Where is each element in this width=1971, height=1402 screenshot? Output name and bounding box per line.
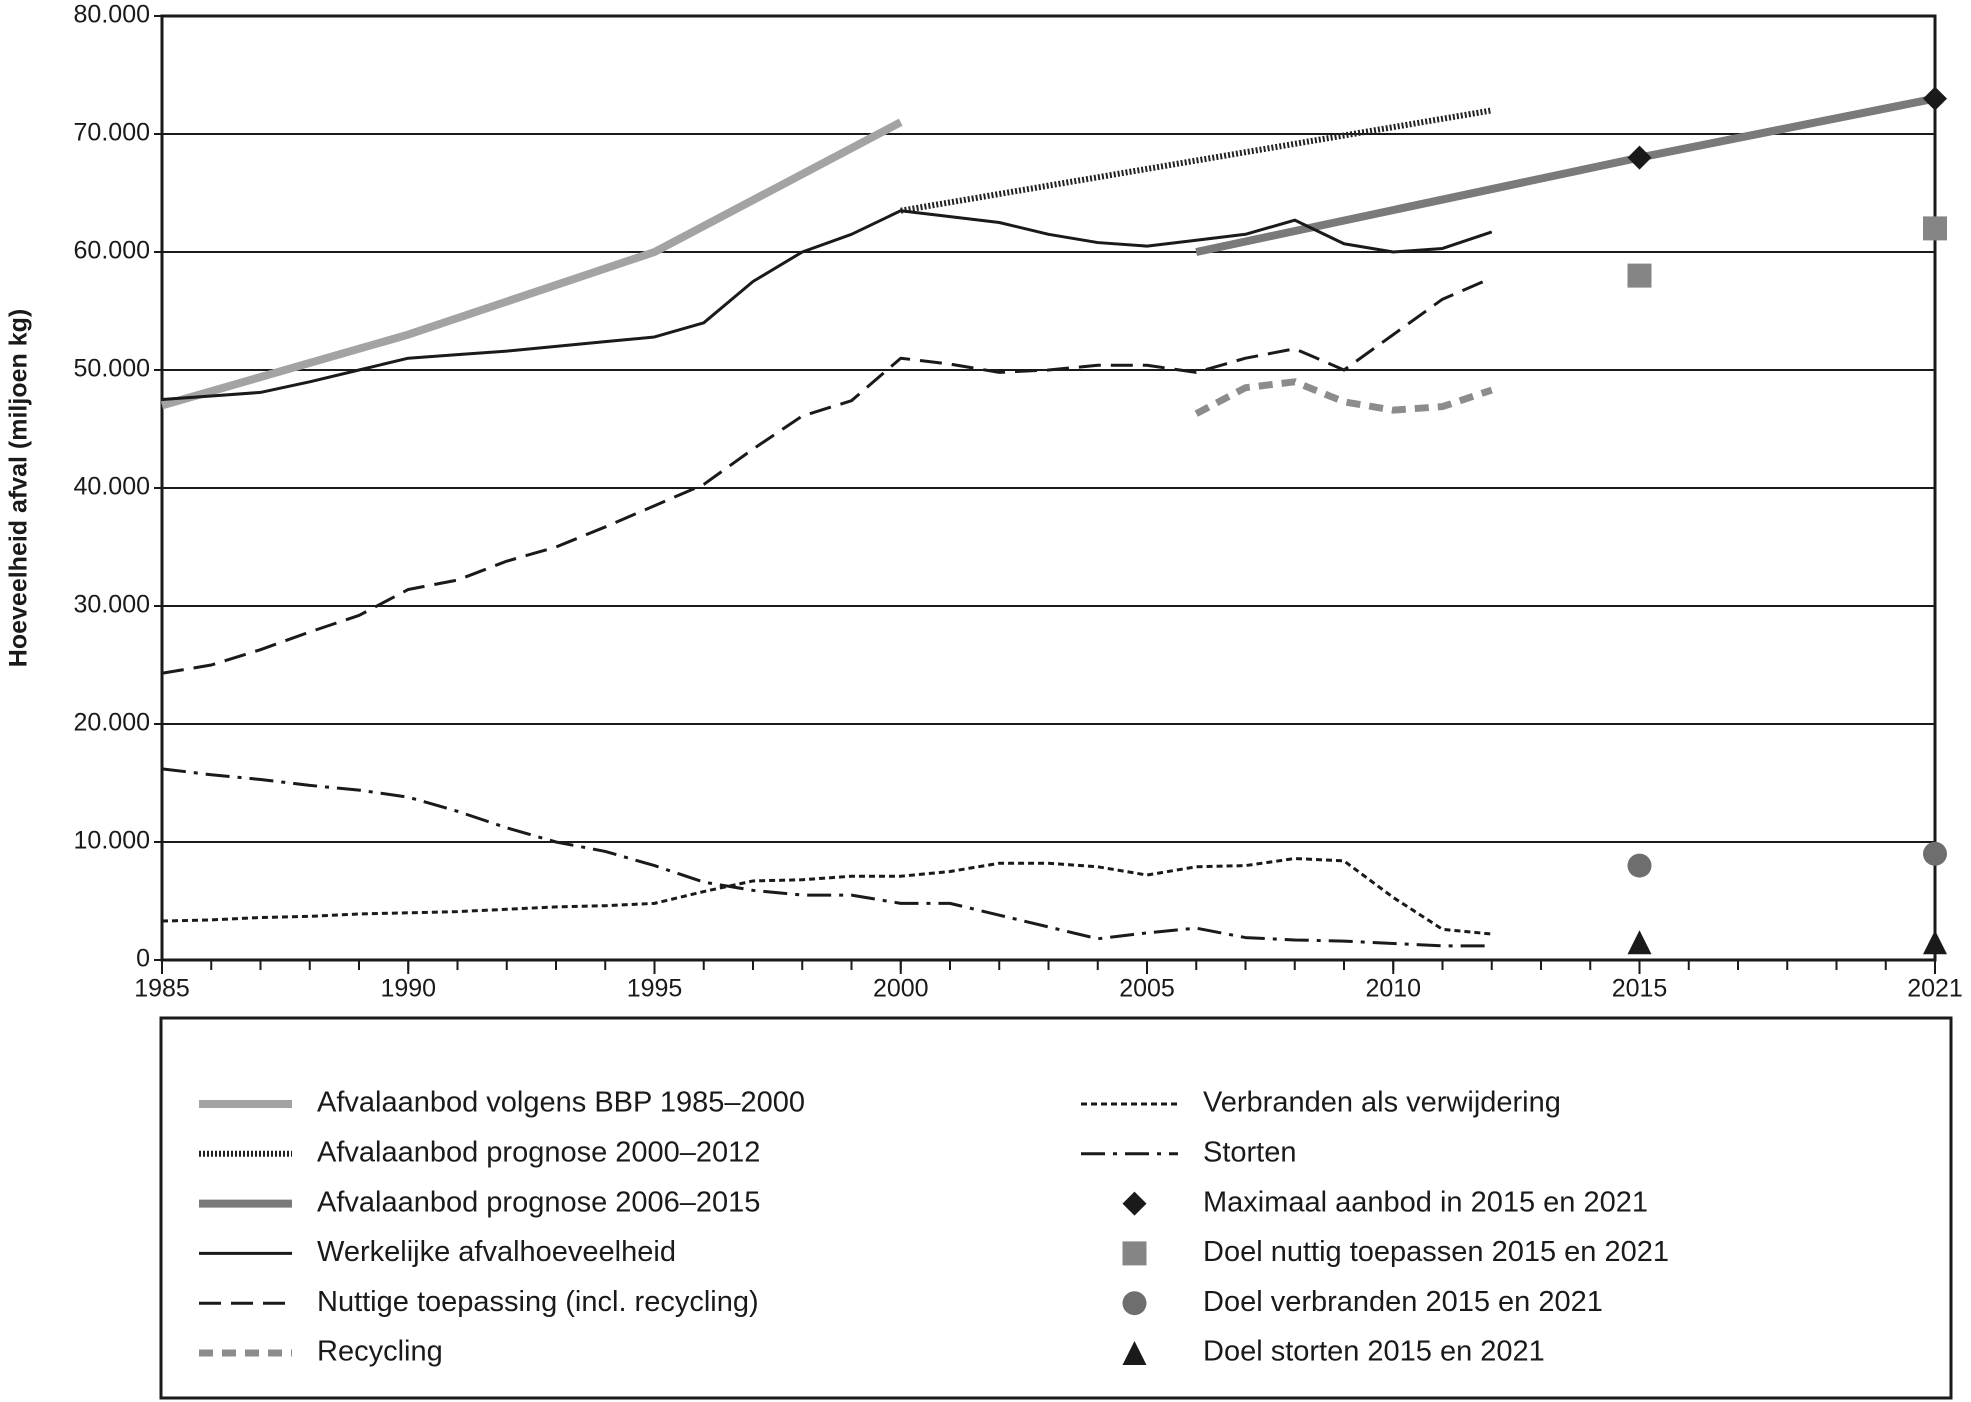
legend-label: Doel verbranden 2015 en 2021 [1203, 1286, 1603, 1318]
legend-label: Verbranden als verwijdering [1203, 1087, 1561, 1119]
y-tick-label: 80.000 [74, 1, 150, 29]
series-line [161, 857, 1492, 936]
y-tick-label: 50.000 [74, 355, 150, 383]
y-tick-label: 20.000 [74, 709, 150, 737]
x-tick-label: 2005 [1119, 975, 1175, 1003]
legend-label: Nuttige toepassing (incl. recycling) [317, 1286, 759, 1318]
marker [1627, 853, 1652, 878]
y-tick-label: 60.000 [74, 237, 150, 265]
legend-label: Afvalaanbod prognose 2006–2015 [317, 1186, 760, 1218]
legend-swatch [1122, 1241, 1147, 1266]
legend-label: Afvalaanbod volgens BBP 1985–2000 [317, 1087, 805, 1119]
marker [1627, 145, 1652, 170]
legend-label: Storten [1203, 1136, 1297, 1168]
marker [1923, 930, 1947, 955]
series-line [1194, 378, 1493, 417]
marker [1923, 86, 1947, 111]
series-line [161, 767, 1492, 948]
legend-label: Maximaal aanbod in 2015 en 2021 [1203, 1186, 1648, 1218]
y-tick-label: 10.000 [74, 827, 150, 855]
x-tick-label: 1985 [134, 975, 190, 1003]
series-line [161, 209, 1493, 401]
series-line [160, 118, 903, 410]
y-tick-label: 40.000 [74, 473, 150, 501]
x-tick-label: 2021 [1907, 975, 1963, 1003]
legend-label: Recycling [317, 1336, 443, 1368]
x-tick-label: 2000 [873, 975, 929, 1003]
series-line [900, 107, 1493, 214]
legend-label: Werkelijke afvalhoeveelheid [317, 1236, 676, 1268]
legend-label: Doel nuttig toepassen 2015 en 2021 [1203, 1236, 1669, 1268]
legend-swatch [1122, 1341, 1147, 1365]
y-tick-label: 70.000 [74, 119, 150, 147]
marker [1627, 263, 1652, 288]
x-tick-label: 1995 [627, 975, 683, 1003]
x-tick-label: 1990 [380, 975, 436, 1003]
x-tick-label: 2015 [1612, 975, 1668, 1003]
y-tick-label: 30.000 [74, 591, 150, 619]
marker [1627, 930, 1652, 955]
legend-box [159, 1016, 1953, 1400]
legend-label: Afvalaanbod prognose 2000–2012 [317, 1136, 760, 1168]
plot-frame [160, 14, 1937, 962]
legend-label: Doel storten 2015 en 2021 [1203, 1336, 1545, 1368]
legend-swatch [1122, 1291, 1147, 1316]
legend-swatch [1122, 1191, 1147, 1216]
y-axis-label: Hoeveelheid afval (miljoen kg) [5, 309, 33, 667]
x-tick-label: 2010 [1365, 975, 1421, 1003]
series-line [161, 276, 1493, 675]
series-line [1195, 94, 1936, 256]
marker [1923, 216, 1947, 241]
marker [1923, 841, 1947, 866]
y-tick-label: 0 [136, 945, 150, 973]
